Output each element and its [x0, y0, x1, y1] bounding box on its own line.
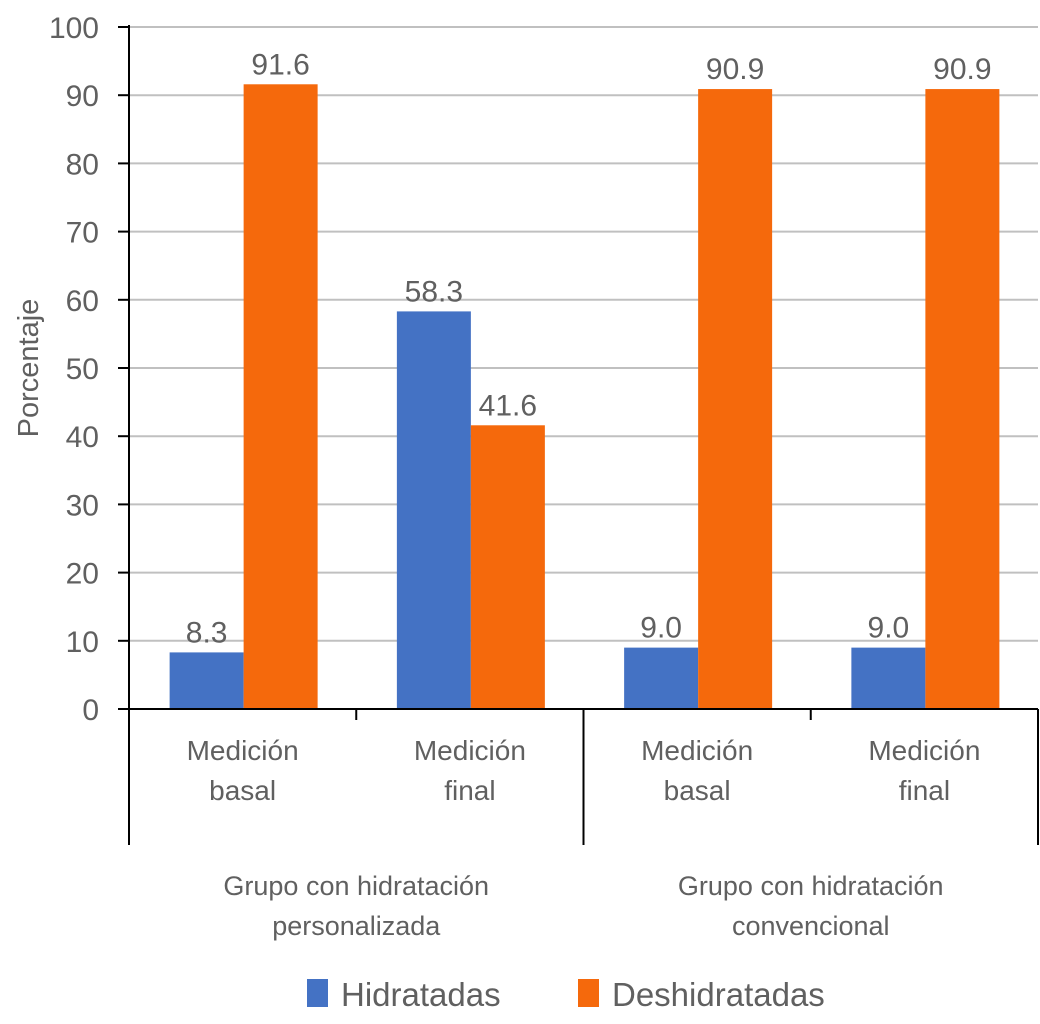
y-tick-label: 70 [66, 217, 99, 250]
category-label: Medición [187, 735, 299, 766]
group-label: Grupo con hidratación [223, 871, 489, 901]
group-labels: Grupo con hidratación personalizada Grupo … [223, 871, 943, 941]
legend-swatch-hidratadas [307, 979, 328, 1007]
y-tick-label: 0 [82, 694, 99, 727]
axes [118, 25, 1039, 845]
data-label: 41.6 [479, 389, 537, 422]
data-label: 91.6 [251, 48, 309, 81]
y-tick-label: 50 [66, 353, 99, 386]
category-label: final [444, 775, 495, 806]
legend: Hidratadas Deshidratadas [307, 976, 825, 1013]
category-label: Medición [641, 735, 753, 766]
bar-deshidratadas [243, 84, 318, 709]
data-label: 90.9 [933, 53, 991, 86]
legend-swatch-deshidratadas [578, 979, 599, 1007]
data-label: 90.9 [706, 53, 764, 86]
y-axis-title: Porcentaje [13, 299, 45, 438]
data-labels: 8.3 91.6 58.3 41.6 9.0 90.9 9.0 90.9 [186, 48, 992, 649]
category-labels: Medición basal Medición final Medición basal M… [187, 735, 981, 806]
y-tick-label: 80 [66, 148, 99, 181]
y-tick-label: 100 [49, 12, 99, 45]
group-label: Grupo con hidratación [678, 871, 944, 901]
bar-deshidratadas [925, 89, 1000, 709]
bar-hidratadas [624, 647, 699, 709]
bar-deshidratadas [470, 425, 545, 709]
bar-hidratadas [851, 647, 926, 709]
y-tick-label: 60 [66, 285, 99, 318]
y-tick-labels: 0 10 20 30 40 50 60 70 80 90 100 [49, 12, 99, 727]
y-tick-label: 20 [66, 558, 99, 591]
data-label: 58.3 [405, 275, 463, 308]
y-tick-label: 10 [66, 626, 99, 659]
category-label: Medición [868, 735, 980, 766]
y-tick-label: 90 [66, 80, 99, 113]
y-tick-label: 40 [66, 421, 99, 454]
data-label: 9.0 [640, 612, 682, 645]
bar-hidratadas [169, 652, 244, 709]
group-label: personalizada [272, 911, 441, 941]
bar-deshidratadas [698, 89, 773, 709]
group-label: convencional [732, 911, 890, 941]
category-label: Medición [414, 735, 526, 766]
data-label: 9.0 [868, 612, 910, 645]
category-label: basal [664, 775, 731, 806]
data-label: 8.3 [186, 616, 228, 649]
bar-hidratadas [396, 311, 471, 709]
category-label: final [899, 775, 950, 806]
y-tick-label: 30 [66, 489, 99, 522]
legend-label: Deshidratadas [612, 976, 825, 1013]
category-label: basal [209, 775, 276, 806]
legend-label: Hidratadas [341, 976, 501, 1013]
bars [169, 84, 1000, 709]
